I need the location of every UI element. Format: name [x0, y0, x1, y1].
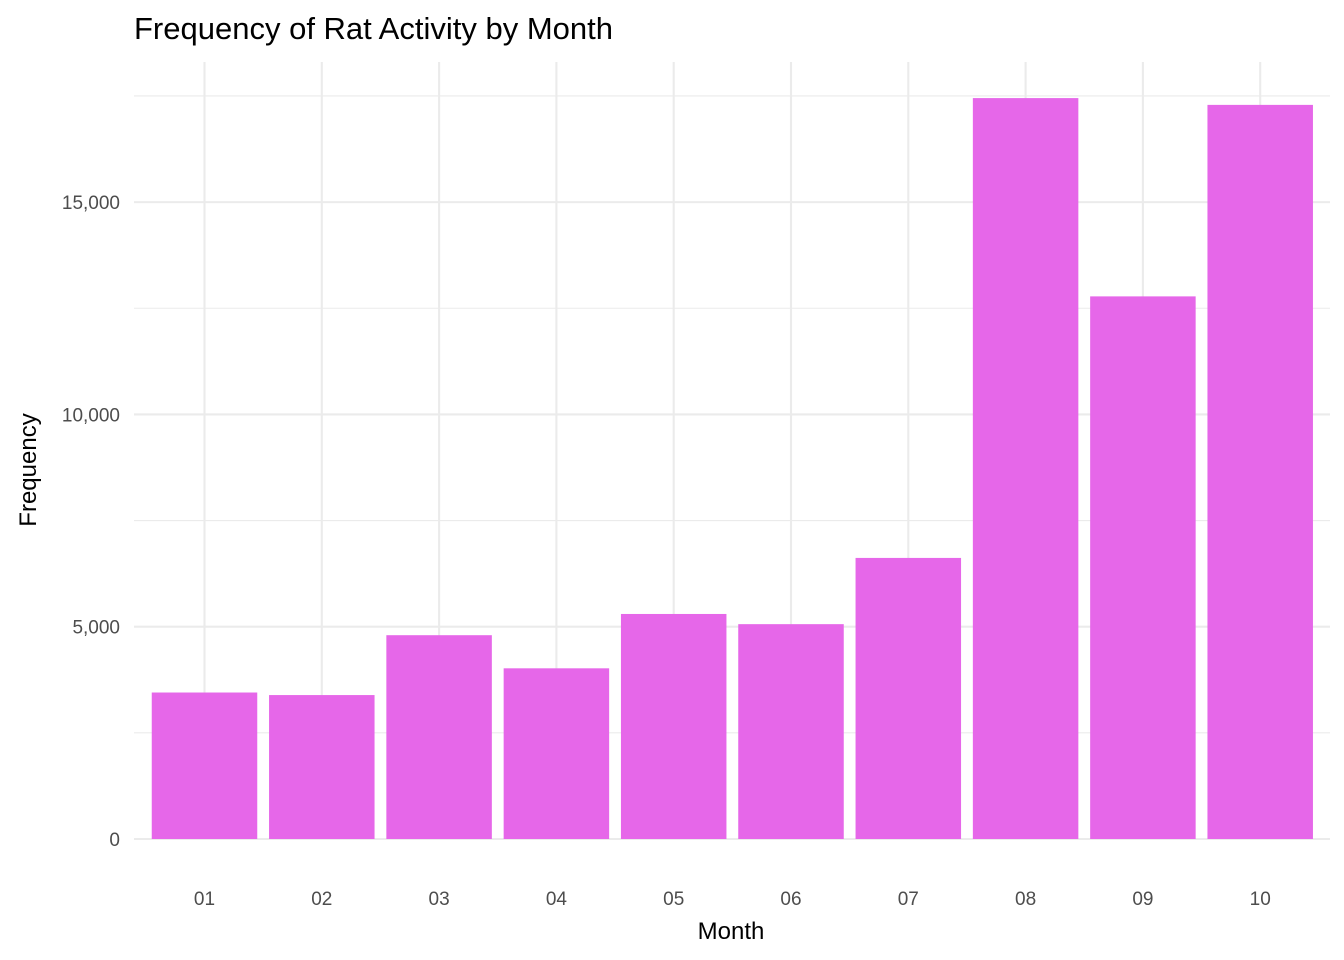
x-tick-label: 08 — [1015, 889, 1036, 910]
bar-07 — [855, 557, 962, 839]
bar-09 — [1090, 296, 1196, 839]
y-axis-title: Frequency — [15, 413, 42, 526]
bar-08 — [972, 98, 1079, 840]
x-tick-label: 05 — [663, 889, 684, 910]
bar-06 — [738, 624, 844, 839]
x-axis-title: Month — [698, 918, 765, 945]
x-tick-label: 02 — [311, 889, 332, 910]
x-tick-label: 10 — [1250, 889, 1271, 910]
bar-05 — [620, 613, 727, 839]
y-tick-label: 15,000 — [62, 193, 120, 214]
x-tick-label: 06 — [780, 889, 801, 910]
chart-title: Frequency of Rat Activity by Month — [134, 11, 613, 46]
bar-03 — [386, 635, 492, 839]
x-tick-label: 09 — [1132, 889, 1153, 910]
x-tick-label: 03 — [429, 889, 450, 910]
y-tick-label: 0 — [109, 830, 120, 851]
bar-01 — [151, 692, 258, 839]
x-tick-label: 07 — [898, 889, 919, 910]
bar-04 — [503, 668, 610, 839]
bars-layer — [151, 98, 1313, 840]
bar-10 — [1207, 104, 1313, 839]
x-tick-labels: 01 02 03 04 05 06 07 08 09 10 — [194, 889, 1271, 910]
x-tick-label: 04 — [546, 889, 568, 910]
y-tick-labels: 0 5,000 10,000 15,000 — [62, 193, 120, 851]
bar-02 — [269, 695, 375, 839]
y-tick-label: 10,000 — [62, 405, 120, 426]
x-tick-label: 01 — [194, 889, 215, 910]
y-tick-label: 5,000 — [72, 618, 120, 639]
